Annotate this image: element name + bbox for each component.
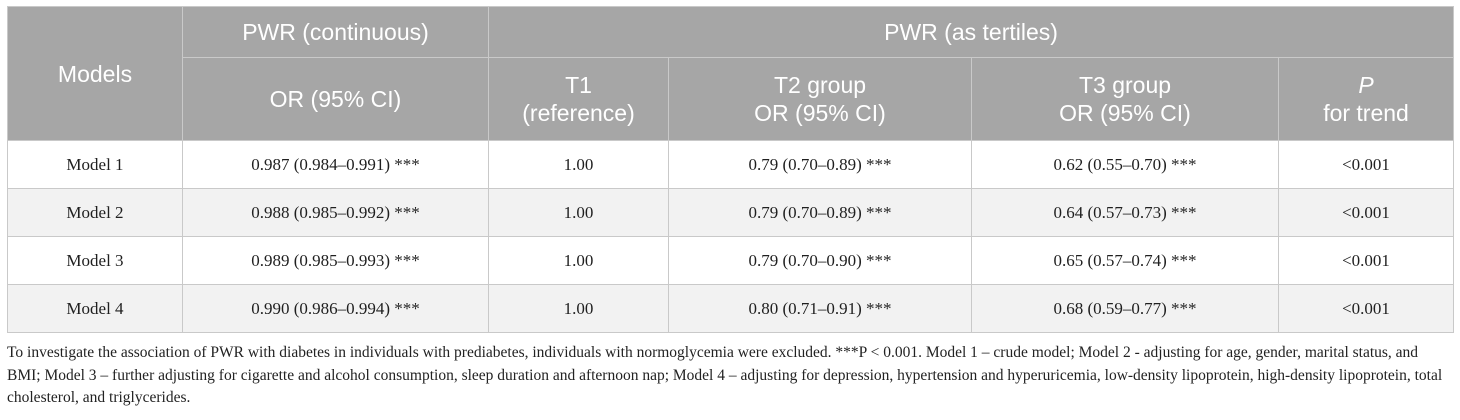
- header-t2-line1: T2 group: [773, 72, 867, 98]
- table-row: Model 4 0.990 (0.986–0.994) *** 1.00 0.8…: [7, 284, 1455, 333]
- cell-t1: 1.00: [488, 188, 669, 237]
- cell-p: <0.001: [1277, 188, 1455, 237]
- cell-t3: 0.65 (0.57–0.74) ***: [971, 236, 1279, 285]
- cell-t2: 0.79 (0.70–0.90) ***: [668, 236, 972, 285]
- results-table-container: Models PWR (continuous) PWR (as tertiles…: [7, 6, 1455, 333]
- header-t3: T3 group OR (95% CI): [971, 57, 1279, 141]
- header-t1-line1: T1: [565, 72, 592, 98]
- cell-model: Model 1: [7, 140, 183, 189]
- cell-t2: 0.79 (0.70–0.89) ***: [668, 188, 972, 237]
- header-t2-line2: OR (95% CI): [754, 100, 886, 126]
- table-row: Model 2 0.988 (0.985–0.992) *** 1.00 0.7…: [7, 188, 1455, 237]
- header-continuous: PWR (continuous): [182, 6, 489, 58]
- cell-t3: 0.64 (0.57–0.73) ***: [971, 188, 1279, 237]
- cell-model: Model 4: [7, 284, 183, 333]
- table-row: Model 1 0.987 (0.984–0.991) *** 1.00 0.7…: [7, 140, 1455, 189]
- cell-continuous: 0.988 (0.985–0.992) ***: [182, 188, 489, 237]
- cell-p: <0.001: [1277, 284, 1455, 333]
- header-p-line1: P: [1358, 72, 1374, 98]
- results-table: Models PWR (continuous) PWR (as tertiles…: [7, 6, 1455, 333]
- cell-t1: 1.00: [488, 140, 669, 189]
- header-continuous-or: OR (95% CI): [182, 57, 489, 141]
- cell-p: <0.001: [1277, 140, 1455, 189]
- header-models: Models: [7, 6, 183, 141]
- header-t3-line2: OR (95% CI): [1059, 100, 1191, 126]
- header-t1-line2: (reference): [522, 100, 635, 126]
- cell-t2: 0.80 (0.71–0.91) ***: [668, 284, 972, 333]
- cell-continuous: 0.990 (0.986–0.994) ***: [182, 284, 489, 333]
- cell-model: Model 3: [7, 236, 183, 285]
- cell-t3: 0.68 (0.59–0.77) ***: [971, 284, 1279, 333]
- table-row: Model 3 0.989 (0.985–0.993) *** 1.00 0.7…: [7, 236, 1455, 285]
- cell-model: Model 2: [7, 188, 183, 237]
- cell-continuous: 0.989 (0.985–0.993) ***: [182, 236, 489, 285]
- header-t2: T2 group OR (95% CI): [668, 57, 972, 141]
- cell-t3: 0.62 (0.55–0.70) ***: [971, 140, 1279, 189]
- header-t3-line1: T3 group: [1078, 72, 1172, 98]
- header-row-1: Models PWR (continuous) PWR (as tertiles…: [7, 6, 1455, 141]
- header-tertiles: PWR (as tertiles): [487, 6, 1455, 58]
- header-row-2: OR (95% CI) T1 (reference) T2 group OR (…: [8, 57, 1455, 141]
- cell-t2: 0.79 (0.70–0.89) ***: [668, 140, 972, 189]
- cell-t1: 1.00: [488, 236, 669, 285]
- table-footnote: To investigate the association of PWR wi…: [7, 344, 1443, 406]
- cell-continuous: 0.987 (0.984–0.991) ***: [182, 140, 489, 189]
- header-p-trend: P for trend: [1277, 57, 1455, 141]
- cell-t1: 1.00: [488, 284, 669, 333]
- header-p-line2: for trend: [1323, 100, 1409, 126]
- cell-p: <0.001: [1277, 236, 1455, 285]
- header-t1: T1 (reference): [488, 57, 669, 141]
